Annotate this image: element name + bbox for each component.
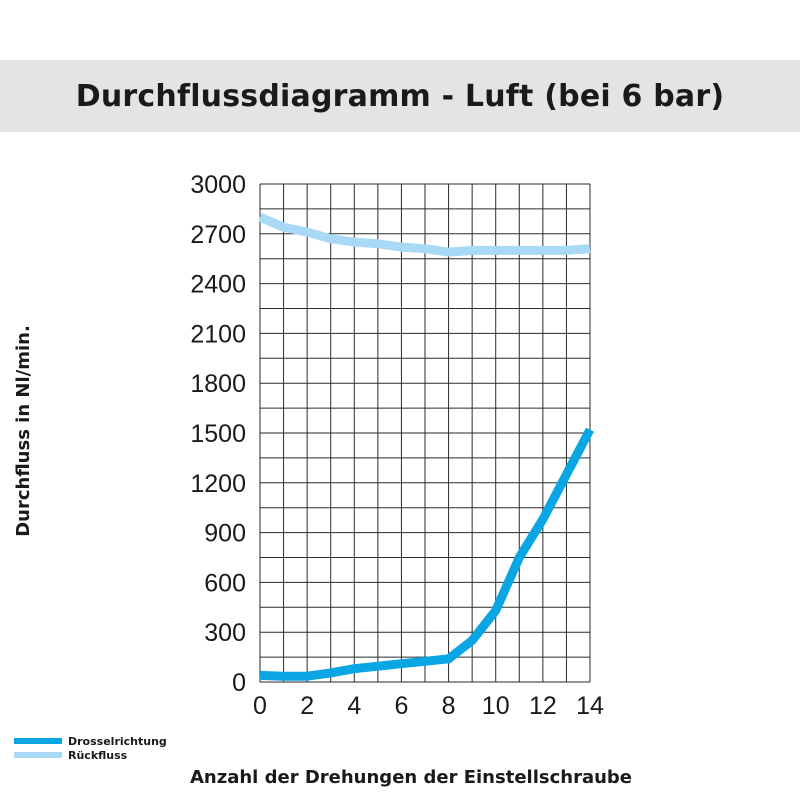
x-tick-label: 0 — [253, 692, 267, 720]
legend-label: Drosselrichtung — [68, 735, 167, 748]
y-tick-label: 2700 — [190, 221, 246, 249]
x-tick-label: 8 — [442, 692, 456, 720]
chart-series — [258, 213, 594, 681]
y-tick-label: 1200 — [190, 470, 246, 498]
y-tick-label: 600 — [204, 569, 246, 597]
y-tick-label: 0 — [232, 669, 246, 697]
y-tick-label: 300 — [204, 619, 246, 647]
y-tick-label: 2400 — [190, 271, 246, 299]
y-tick-label: 1500 — [190, 420, 246, 448]
x-axis-ticks: 0 2 4 6 8 10 12 14 — [253, 692, 604, 720]
y-tick-label: 1800 — [190, 370, 246, 398]
x-tick-label: 12 — [529, 692, 557, 720]
x-tick-label: 2 — [300, 692, 314, 720]
series-line-rueckfluss — [258, 213, 591, 257]
x-axis-label: Anzahl der Drehungen der Einstellschraub… — [190, 767, 632, 788]
x-tick-label: 4 — [347, 692, 361, 720]
chart-title-bar: Durchflussdiagramm - Luft (bei 6 bar) — [0, 60, 800, 132]
y-tick-label: 2100 — [190, 320, 246, 348]
x-tick-label: 10 — [482, 692, 510, 720]
y-axis-label: Durchfluss in Nl/min. — [13, 325, 34, 537]
y-tick-label: 900 — [204, 520, 246, 548]
legend-label: Rückfluss — [68, 749, 128, 762]
series-line-drosselrichtung — [259, 427, 594, 681]
chart-title: Durchflussdiagramm - Luft (bei 6 bar) — [75, 78, 725, 114]
x-tick-label: 6 — [394, 692, 408, 720]
chart-grid — [259, 183, 591, 683]
y-axis-ticks: 0 300 600 900 1200 1500 1800 2100 2400 2700 3000 — [190, 171, 246, 697]
y-tick-label: 3000 — [190, 171, 246, 199]
x-tick-label: 14 — [576, 692, 604, 720]
